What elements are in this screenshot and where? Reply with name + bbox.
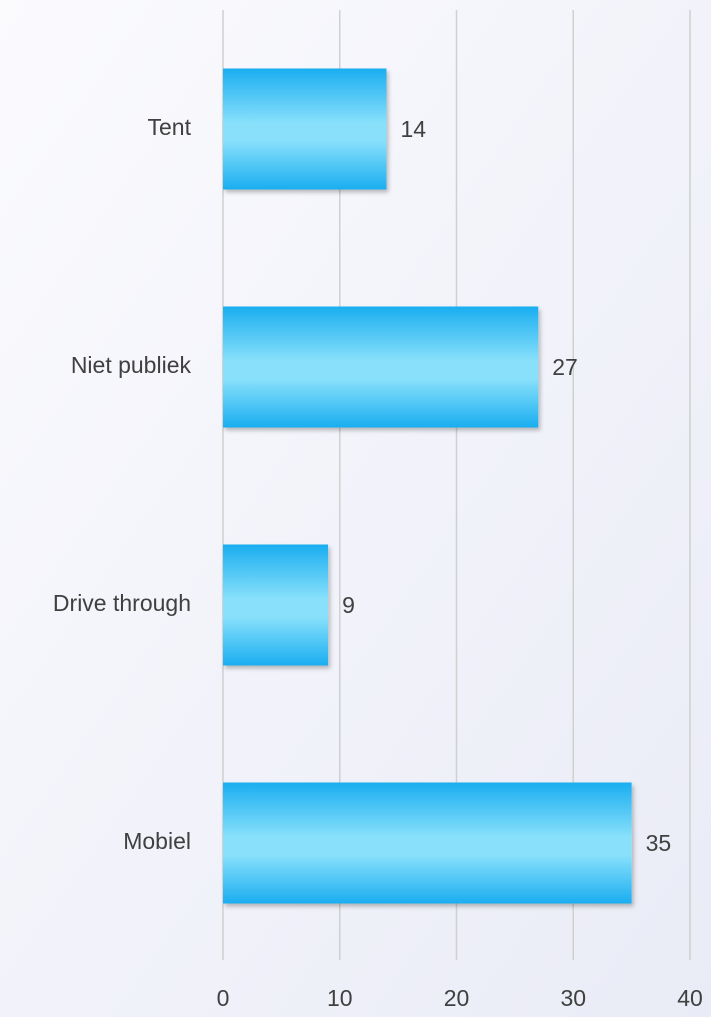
y-tick-label: Tent bbox=[148, 114, 192, 140]
y-tick-label: Drive through bbox=[53, 590, 191, 616]
bar bbox=[223, 68, 387, 190]
data-label: 35 bbox=[646, 830, 672, 856]
data-label: 9 bbox=[342, 592, 355, 618]
bar bbox=[223, 782, 632, 904]
y-tick-label: Niet publiek bbox=[71, 352, 192, 378]
x-tick-label: 20 bbox=[444, 985, 470, 1011]
data-label: 14 bbox=[400, 116, 426, 142]
bar bbox=[223, 306, 539, 428]
x-tick-label: 0 bbox=[217, 985, 230, 1011]
y-tick-label: Mobiel bbox=[123, 828, 191, 854]
bar bbox=[223, 544, 329, 666]
x-tick-label: 10 bbox=[327, 985, 353, 1011]
x-tick-label: 30 bbox=[560, 985, 586, 1011]
x-tick-label: 40 bbox=[677, 985, 703, 1011]
data-label: 27 bbox=[552, 354, 578, 380]
